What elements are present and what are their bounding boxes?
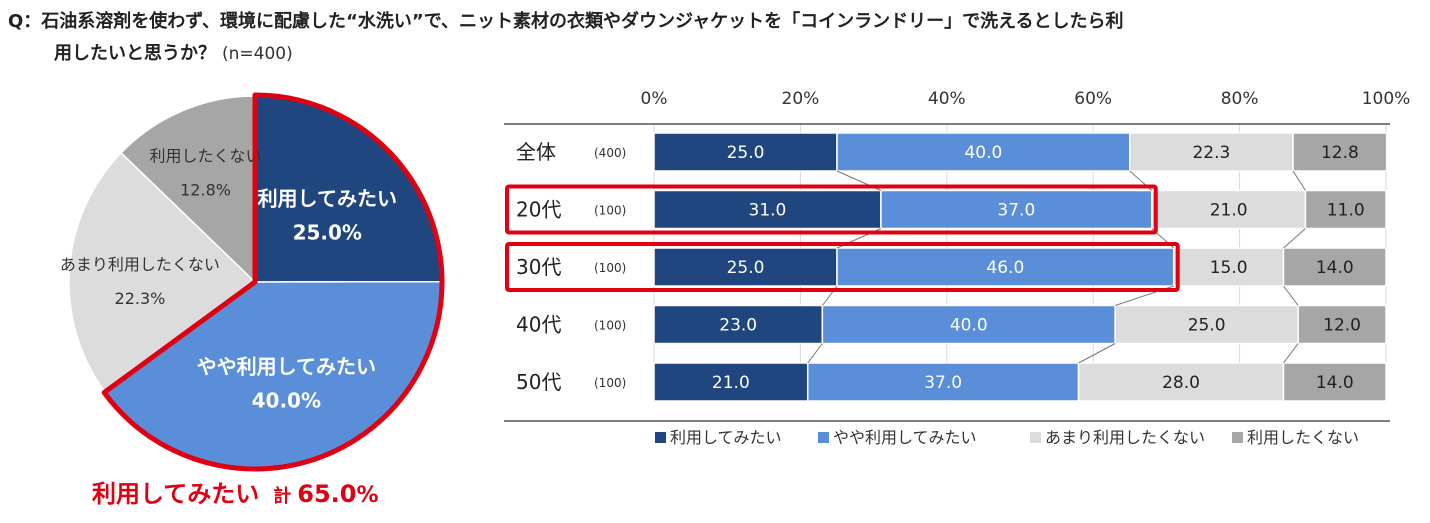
pie-slice — [68, 151, 257, 393]
legend-swatch — [655, 432, 666, 443]
connector-line — [1283, 343, 1299, 364]
bar-value-label: 25.0 — [727, 143, 765, 163]
pie-label-name: あまり利用したくない — [60, 255, 220, 274]
category-n-label: (400) — [594, 146, 626, 160]
legend-swatch — [1030, 432, 1041, 443]
bar-value-label: 25.0 — [727, 258, 765, 278]
pie-label-value: 40.0% — [252, 388, 321, 412]
legend-label: 利用したくない — [1247, 428, 1359, 447]
legend-item: 利用してみたい — [655, 428, 782, 447]
bar-segment — [880, 189, 1153, 230]
bar-segment — [1282, 247, 1387, 287]
bar-value-label: 23.0 — [719, 316, 757, 336]
bar-value-label: 31.0 — [749, 201, 787, 221]
bar-segment — [653, 304, 824, 345]
bar-value-label: 37.0 — [997, 201, 1035, 221]
category-label: 50代 — [516, 370, 561, 394]
bar-segment — [1297, 304, 1387, 345]
pie-label: あまり利用したくない 22.3% — [60, 255, 220, 308]
bar-segment — [1292, 132, 1388, 172]
bar-segment — [1282, 362, 1387, 402]
legend-item: あまり利用したくない — [1030, 428, 1205, 447]
bar-value-label: 46.0 — [986, 258, 1024, 278]
connector-line — [1283, 228, 1306, 249]
legend-label: やや利用してみたい — [833, 428, 977, 447]
bar-segment — [836, 132, 1131, 172]
legend-swatch — [1232, 432, 1243, 443]
question-text: Q：石油系溶剤を使わず、環境に配慮した“水洗い”で、ニット素材の衣類やダウンジャ… — [8, 6, 1428, 70]
bar-segment — [653, 132, 838, 172]
category-n-label: (100) — [594, 204, 626, 218]
pie-label-name: やや利用してみたい — [197, 354, 376, 378]
bar-value-label: 11.0 — [1327, 201, 1365, 221]
connector-line — [1283, 285, 1299, 306]
category-label: 全体 — [516, 140, 556, 164]
legend-swatch — [818, 432, 829, 443]
bar-segment — [1172, 247, 1285, 287]
connector-line — [1078, 343, 1116, 364]
connector-line — [807, 343, 823, 364]
pie-label-name: 利用したくない — [150, 147, 262, 166]
category-n-label: (100) — [594, 319, 626, 333]
bar-value-label: 28.0 — [1162, 373, 1200, 393]
question-line-1: Q：石油系溶剤を使わず、環境に配慮した“水洗い”で、ニット素材の衣類やダウンジャ… — [8, 11, 1124, 32]
highlight-box — [505, 184, 1158, 235]
category-label: 40代 — [516, 313, 561, 337]
pie-chart: 利用してみたい 25.0% やや利用してみたい 40.0% あまり利用したくない 22.3… — [60, 92, 445, 472]
highlight-box — [505, 242, 1180, 292]
bar-value-label: 15.0 — [1210, 258, 1248, 278]
bar-value-label: 40.0 — [964, 143, 1002, 163]
question-line-2-text: 用したいと思うか？ — [54, 43, 216, 64]
bar-value-label: 40.0 — [950, 316, 988, 336]
bar-value-label: 14.0 — [1316, 258, 1354, 278]
x-tick-label: 80% — [1221, 89, 1259, 109]
bar-value-label: 14.0 — [1316, 373, 1354, 393]
bar-value-label: 21.0 — [712, 373, 750, 393]
pie-label-value: 25.0% — [293, 221, 362, 245]
pie-label: 利用してみたい 25.0% — [258, 187, 397, 245]
bar-value-label: 37.0 — [924, 373, 962, 393]
legend-label: 利用してみたい — [670, 428, 782, 447]
bar-segment — [1151, 189, 1307, 230]
x-tick-label: 100% — [1362, 89, 1411, 109]
pie-label-value: 22.3% — [115, 289, 166, 308]
x-tick-label: 60% — [1074, 89, 1112, 109]
category-n-label: (100) — [594, 376, 626, 390]
total-value: 65.0 — [297, 480, 357, 508]
bar-segment — [653, 247, 838, 287]
pie-highlight-outline — [101, 92, 445, 472]
category-label: 30代 — [516, 255, 561, 279]
x-tick-label: 40% — [928, 89, 966, 109]
total-label: 利用してみたい — [92, 480, 260, 508]
bar-segment — [806, 362, 1080, 402]
bar-value-label: 12.8 — [1321, 143, 1359, 163]
pie-label-name: 利用してみたい — [258, 187, 397, 211]
pie-label: 利用したくない 12.8% — [150, 147, 262, 200]
bar-segment — [1114, 304, 1299, 345]
legend-item: 利用したくない — [1232, 428, 1359, 447]
category-label: 20代 — [516, 198, 561, 222]
question-line-2: 用したいと思うか？ (n=400) — [8, 38, 1428, 70]
pie-label-value: 12.8% — [180, 181, 231, 200]
sample-size: (n=400) — [222, 44, 293, 64]
bar-segment — [653, 189, 882, 230]
bar-value-label: 12.0 — [1323, 316, 1361, 336]
category-n-label: (100) — [594, 261, 626, 275]
legend-label: あまり利用したくない — [1045, 428, 1205, 447]
bar-segment — [653, 362, 809, 402]
pie-slice — [120, 95, 256, 284]
bar-value-label: 25.0 — [1188, 316, 1226, 336]
connector-line — [1292, 170, 1306, 191]
x-tick-label: 20% — [782, 89, 820, 109]
total-callout: 利用してみたい計 65.0% — [92, 474, 379, 509]
total-unit: % — [356, 483, 379, 508]
legend-item: やや利用してみたい — [818, 428, 977, 447]
total-kei: 計 — [273, 486, 292, 507]
bar-segment — [1304, 189, 1387, 230]
bar-value-label: 21.0 — [1210, 201, 1248, 221]
pie-label: やや利用してみたい 40.0% — [197, 354, 376, 412]
x-tick-label: 0% — [641, 89, 668, 109]
bar-value-label: 22.3 — [1192, 143, 1230, 163]
